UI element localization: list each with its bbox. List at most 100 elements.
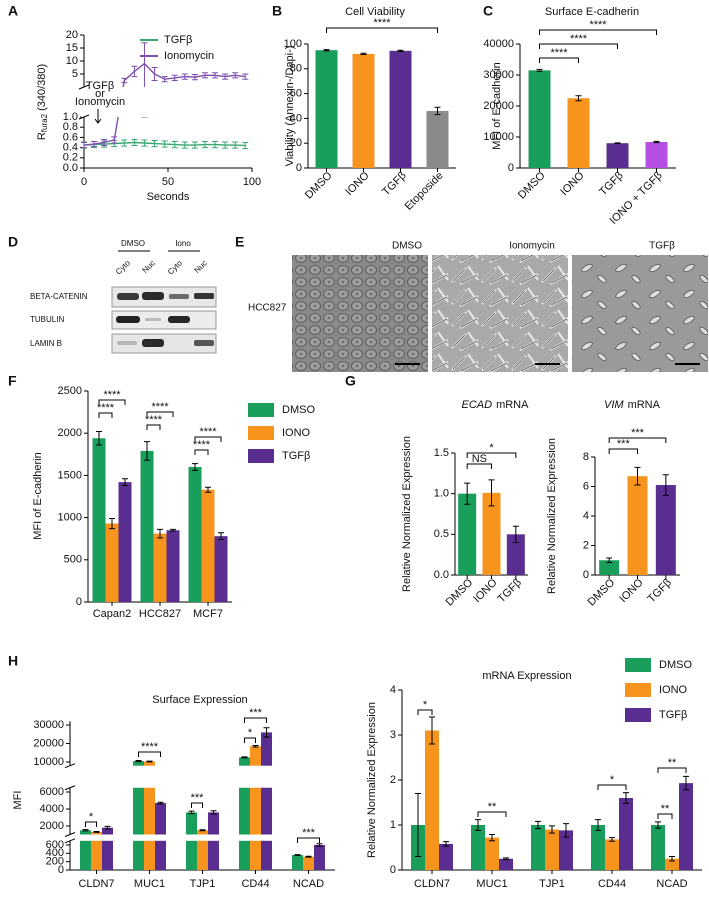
y-tick-label: 0.4 (63, 142, 78, 154)
y-tick-label: 0.2 (63, 152, 78, 164)
y-axis-label: Relative Normalized Expression (401, 436, 413, 592)
bar (651, 825, 665, 870)
chart-title: Surface E-cadherin (545, 6, 639, 18)
error-bar (161, 140, 168, 148)
blot-row-label: LAMIN B (30, 339, 62, 348)
bar (485, 837, 499, 870)
x-tick-label: Capan2 (93, 608, 132, 620)
legend-label: IONO (659, 684, 688, 696)
error-bar (131, 65, 138, 78)
x-tick-label: MUC1 (134, 878, 165, 890)
legend-label: TGFβ (659, 709, 687, 721)
bar (499, 858, 513, 870)
gene-name: ECAD (462, 399, 493, 411)
y-tick-label: 1.5 (434, 447, 449, 459)
panel-label: E (235, 234, 244, 250)
panel-label: A (8, 3, 18, 19)
x-tick-label: HCC827 (139, 608, 181, 620)
significance-bracket (194, 449, 209, 455)
y-tick-label: 0 (390, 864, 396, 876)
y-axis-label: Relative Normalized Expression (546, 438, 558, 594)
y-tick-label: 1000 (58, 512, 82, 524)
error-bar (360, 52, 367, 56)
error-bar (144, 441, 150, 461)
error-bar (294, 854, 301, 856)
gene-name: VIM (604, 399, 624, 411)
error-bar (109, 517, 115, 530)
significance-label: **** (103, 389, 121, 401)
x-tick-label: IONO (617, 576, 646, 605)
chart-title: Surface Expression (152, 694, 247, 706)
legend-swatch (248, 403, 274, 417)
significance-label: *** (249, 707, 263, 719)
legend-label: DMSO (282, 404, 315, 416)
panel-label: D (8, 234, 18, 250)
panel-label: B (272, 3, 282, 19)
error-bar (212, 72, 219, 79)
significance-bracket (191, 802, 203, 808)
x-tick-label: TGFβ (645, 577, 674, 606)
significance-bracket (98, 412, 113, 418)
bar (303, 856, 314, 870)
error-bar (669, 856, 675, 862)
error-bar (503, 857, 509, 861)
y-tick-label: 0.8 (63, 121, 78, 133)
error-bar (170, 528, 176, 532)
error-bar (512, 525, 519, 543)
y-tick-label: 0 (583, 569, 589, 581)
y-tick-label: 0 (296, 162, 302, 174)
significance-label: **** (570, 33, 588, 45)
error-bar (218, 532, 224, 541)
bar (92, 438, 106, 602)
panel-label: F (8, 373, 17, 389)
legend-swatch (625, 708, 651, 722)
error-bar (653, 140, 660, 144)
significance-label: *** (302, 827, 316, 839)
axis-break (67, 834, 335, 841)
error-bar (634, 466, 641, 486)
y-tick-label: 20 (290, 137, 302, 149)
bar (471, 825, 485, 870)
error-bar (131, 138, 138, 147)
bar (679, 783, 693, 870)
error-bar (305, 855, 312, 858)
y-axis-label: MFI (12, 791, 24, 810)
chart-title: ECAD mRNA (462, 399, 530, 411)
break-mark (64, 763, 76, 791)
bar (197, 830, 208, 870)
band (117, 293, 139, 300)
significance-label: * (89, 811, 94, 823)
error-bar (609, 837, 615, 842)
y-tick-label: 600 (46, 839, 64, 851)
micrograph (432, 255, 568, 372)
error-bar (81, 142, 87, 149)
significance-label: *** (617, 438, 631, 450)
x-tick-label: IONO (558, 169, 587, 198)
significance-bracket (477, 811, 507, 817)
error-bar (475, 819, 481, 831)
title-text: Surface Expression (152, 694, 247, 706)
error-bar (464, 482, 471, 505)
error-bar (141, 139, 148, 147)
micrograph (572, 255, 708, 372)
bar (201, 489, 215, 602)
significance-bracket (85, 821, 97, 827)
error-bar (252, 745, 259, 748)
y-tick-label: 60 (290, 88, 302, 100)
significance-bracket (98, 399, 126, 405)
significance-label: * (248, 727, 253, 739)
significance-bracket (608, 437, 667, 443)
bar (506, 534, 525, 575)
bar (627, 476, 648, 575)
bar (239, 757, 250, 870)
micrographs: DMSO Ionomycin TGFβ HCC827 (248, 241, 708, 372)
y-tick-label: 5 (72, 68, 78, 80)
error-bar (595, 819, 601, 831)
significance-bracket (608, 448, 638, 454)
significance-label: * (423, 699, 428, 711)
y-tick-label: 1500 (58, 469, 82, 481)
x-tick-label: MUC1 (476, 878, 507, 890)
band (116, 316, 140, 323)
error-bar (201, 72, 208, 79)
error-bar (397, 49, 404, 52)
